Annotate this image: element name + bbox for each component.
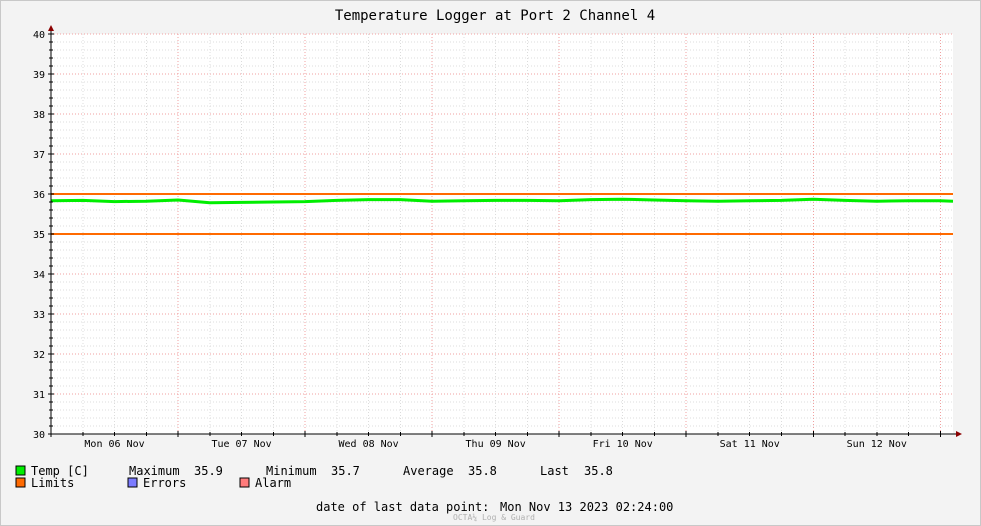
- y-tick-label: 33: [33, 310, 45, 321]
- y-tick-label: 39: [33, 70, 45, 81]
- x-tick-label: Sun 12 Nov: [847, 439, 907, 450]
- temp-legend-label: Temp [C]: [31, 464, 89, 478]
- minimum-value: 35.7: [331, 464, 360, 478]
- x-tick-labels: Mon 06 Nov Tue 07 Nov Wed 08 Nov Thu 09 Nov…: [84, 439, 906, 450]
- x-axis-arrow: [956, 431, 962, 437]
- y-tick-labels: 30 31 32 33 34 35 36 37 38 39 40: [33, 30, 45, 441]
- y-tick-label: 31: [33, 390, 45, 401]
- errors-legend-swatch: [127, 477, 138, 488]
- last-data-point-value: Mon Nov 13 2023 02:24:00: [500, 500, 673, 514]
- chart-title: Temperature Logger at Port 2 Channel 4: [335, 8, 655, 24]
- credit-text: OCTA¼ Log & Guard: [453, 513, 535, 522]
- grid: [50, 33, 953, 435]
- y-tick-label: 36: [33, 190, 45, 201]
- maximum-value: 35.9: [194, 464, 223, 478]
- minimum-label: Minimum: [266, 464, 317, 478]
- limits-legend-label: Limits: [31, 476, 74, 490]
- limit-lines: [51, 193, 953, 235]
- alarm-legend-label: Alarm: [255, 476, 291, 490]
- last-label: Last: [540, 464, 569, 478]
- y-tick-label: 37: [33, 150, 45, 161]
- series-lines: [50, 197, 954, 205]
- last-value: 35.8: [584, 464, 613, 478]
- y-tick-label: 32: [33, 350, 45, 361]
- x-tick-label: Fri 10 Nov: [593, 439, 653, 450]
- errors-legend-label: Errors: [143, 476, 186, 490]
- average-label: Average: [403, 464, 454, 478]
- average-value: 35.8: [468, 464, 497, 478]
- temp-series-line: [50, 197, 954, 205]
- x-tick-label: Thu 09 Nov: [466, 439, 526, 450]
- y-axis-arrow: [48, 25, 54, 31]
- limits-legend-swatch: [15, 477, 26, 488]
- temp-legend-swatch: [15, 465, 26, 476]
- x-tick-label: Tue 07 Nov: [211, 439, 271, 450]
- y-tick-label: 34: [33, 270, 45, 281]
- y-tick-label: 35: [33, 230, 45, 241]
- alarm-legend-swatch: [239, 477, 250, 488]
- x-tick-label: Wed 08 Nov: [338, 439, 398, 450]
- last-data-point-label: date of last data point:: [316, 500, 489, 514]
- axes: [48, 25, 962, 437]
- x-tick-label: Sat 11 Nov: [720, 439, 780, 450]
- y-tick-label: 30: [33, 430, 45, 441]
- y-tick-label: 40: [33, 30, 45, 41]
- maximum-label: Maximum: [129, 464, 180, 478]
- y-tick-label: 38: [33, 110, 45, 121]
- x-tick-label: Mon 06 Nov: [84, 439, 144, 450]
